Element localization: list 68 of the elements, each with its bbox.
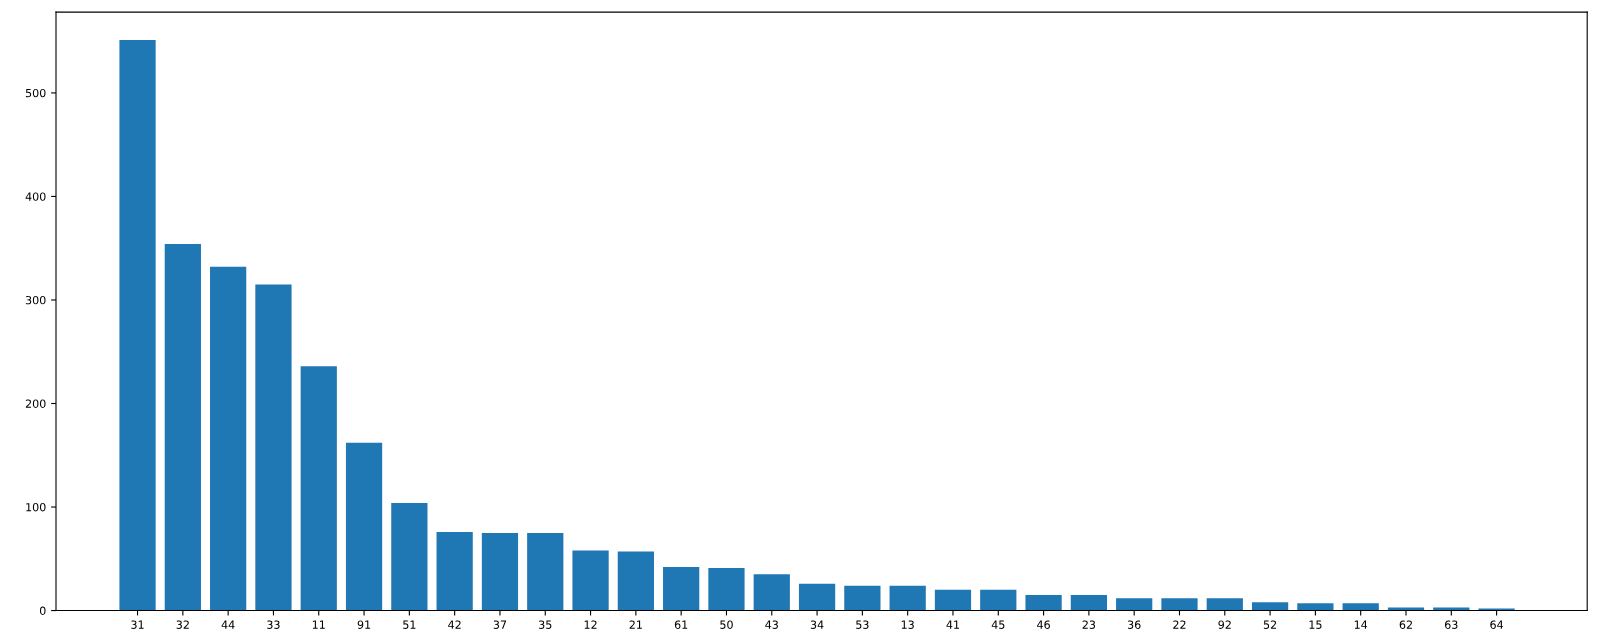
bar xyxy=(1206,598,1243,611)
bar xyxy=(119,40,156,611)
bar xyxy=(1387,607,1425,611)
x-tick-label: 92 xyxy=(1218,620,1231,629)
bar xyxy=(1433,607,1470,611)
bar xyxy=(300,366,337,611)
x-tick-label: 14 xyxy=(1354,620,1368,629)
bar xyxy=(889,585,926,611)
bar xyxy=(436,531,473,611)
bar xyxy=(798,583,836,611)
x-tick-label: 32 xyxy=(176,620,189,629)
x-tick-label: 34 xyxy=(810,620,824,629)
bar xyxy=(980,589,1017,611)
bar xyxy=(164,244,201,611)
y-tick-label: 0 xyxy=(39,606,46,615)
y-tick-label: 500 xyxy=(25,88,46,98)
bar xyxy=(1025,595,1062,611)
bar xyxy=(391,502,428,611)
x-tick-label: 33 xyxy=(267,620,280,629)
x-tick-label: 44 xyxy=(221,620,235,629)
x-tick-label: 41 xyxy=(946,620,960,629)
bar xyxy=(663,567,700,611)
x-tick-label: 13 xyxy=(901,620,914,629)
x-tick-label: 91 xyxy=(357,620,371,629)
bar xyxy=(1070,595,1107,611)
x-tick-label: 35 xyxy=(539,620,552,629)
bar xyxy=(527,532,564,611)
x-tick-label: 62 xyxy=(1399,620,1412,629)
y-tick-label: 400 xyxy=(25,192,46,201)
y-tick-label: 200 xyxy=(25,399,46,408)
x-tick-label: 64 xyxy=(1490,620,1504,629)
bar xyxy=(255,284,292,611)
x-tick-label: 50 xyxy=(720,620,733,629)
x-tick-label: 43 xyxy=(765,620,778,629)
x-tick-label: 31 xyxy=(131,620,144,629)
y-tick-label: 300 xyxy=(25,295,46,305)
bar xyxy=(844,585,881,611)
x-tick-label: 53 xyxy=(856,620,869,629)
bar xyxy=(1297,603,1334,611)
x-tick-label: 21 xyxy=(629,620,642,629)
bar xyxy=(1161,598,1198,611)
bar xyxy=(753,574,790,611)
x-tick-label: 45 xyxy=(991,620,1005,629)
bar xyxy=(934,589,972,611)
bar xyxy=(1116,598,1153,611)
bar xyxy=(572,550,609,611)
x-tick-label: 11 xyxy=(312,620,325,629)
bar xyxy=(1342,603,1379,611)
x-tick-label: 51 xyxy=(403,620,416,629)
bar xyxy=(1251,602,1289,611)
x-tick-label: 22 xyxy=(1173,620,1186,629)
x-tick-label: 36 xyxy=(1127,620,1141,629)
x-tick-label: 42 xyxy=(448,620,461,629)
bar xyxy=(481,532,519,611)
bar xyxy=(617,551,654,611)
x-tick-label: 46 xyxy=(1037,620,1050,629)
bar xyxy=(345,442,383,611)
x-tick-label: 23 xyxy=(1082,620,1096,629)
x-tick-label: 61 xyxy=(674,620,688,629)
x-tick-label: 15 xyxy=(1309,620,1322,629)
bar xyxy=(1478,608,1515,611)
bar xyxy=(708,568,745,611)
x-tick-label: 63 xyxy=(1445,620,1458,629)
y-tick-label: 100 xyxy=(26,503,46,512)
x-tick-label: 37 xyxy=(493,620,507,629)
x-tick-label: 12 xyxy=(584,620,597,629)
bar xyxy=(210,266,247,611)
x-tick-label: 52 xyxy=(1263,620,1277,629)
